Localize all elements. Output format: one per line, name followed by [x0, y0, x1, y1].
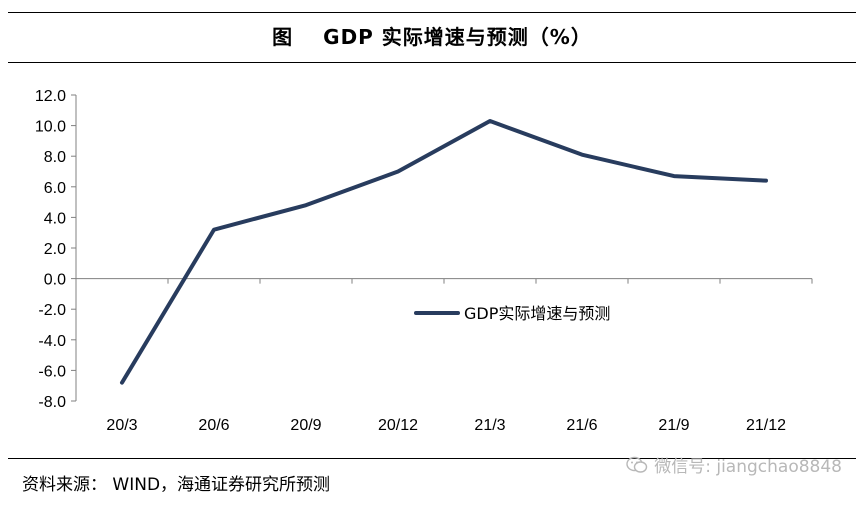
title-rule	[8, 62, 856, 63]
y-tick-label: 12.0	[35, 88, 66, 105]
line-chart: 12.010.08.06.04.02.00.0-2.0-4.0-6.0-8.0 …	[35, 88, 813, 434]
x-tick-label: 20/3	[106, 417, 137, 434]
wechat-icon	[626, 456, 648, 473]
figure-label: 图	[272, 25, 294, 49]
y-tick-label: 8.0	[44, 149, 66, 166]
watermark: 微信号: jiangchao8848	[626, 452, 842, 477]
x-tick-label: 20/12	[378, 417, 418, 434]
x-tick-label: 21/3	[474, 417, 505, 434]
y-tick-label: 0.0	[44, 272, 66, 289]
legend-label: GDP实际增速与预测	[464, 304, 610, 323]
y-tick-label: 10.0	[35, 119, 66, 136]
x-tick-label: 20/6	[198, 417, 229, 434]
x-tick-label: 21/9	[658, 417, 689, 434]
x-tick-label: 20/9	[290, 417, 321, 434]
y-tick-label: 4.0	[44, 210, 66, 227]
x-tick-label: 21/6	[566, 417, 597, 434]
plot-series	[120, 119, 768, 385]
bottom-rule	[8, 458, 856, 459]
x-axis: 20/3 20/6 20/9 20/12 21/3 21/6 21/9 21/12	[75, 278, 813, 434]
y-tick-label: -6.0	[38, 363, 66, 380]
y-tick-label: -2.0	[38, 302, 66, 319]
y-tick-label: 6.0	[44, 180, 66, 197]
y-axis: 12.0 10.0 8.0 6.0 4.0 2.0 0.0 -2.0 -4.0 -6.0 -8.0	[35, 88, 77, 411]
top-rule	[8, 12, 856, 13]
y-tick-label: 2.0	[44, 241, 66, 258]
x-tick-label: 21/12	[746, 417, 786, 434]
chart-title-text: GDP 实际增速与预测（%）	[323, 25, 592, 49]
y-tick-label: -4.0	[38, 333, 66, 350]
y-tick-label: -8.0	[38, 394, 66, 411]
watermark-text: 微信号: jiangchao8848	[654, 457, 842, 477]
chart-title: 图 GDP 实际增速与预测（%）	[8, 14, 856, 60]
series-line	[120, 119, 768, 385]
legend: GDP实际增速与预测	[414, 304, 610, 323]
source-note: 资料来源： WIND，海通证券研究所预测	[22, 475, 331, 495]
